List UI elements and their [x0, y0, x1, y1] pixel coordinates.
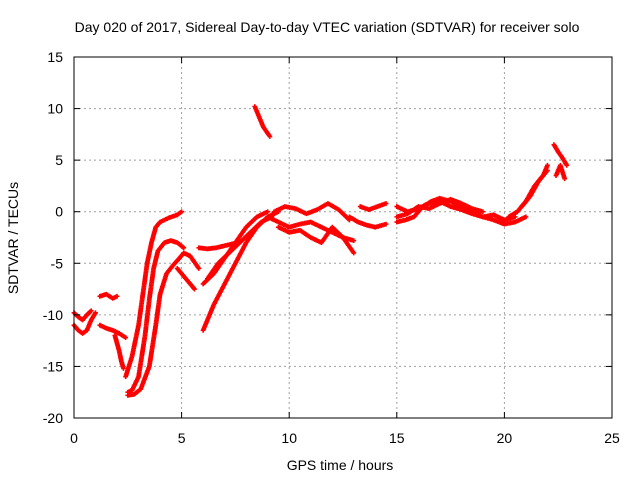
y-axis-label: SDTVAR / TECUs [5, 182, 21, 294]
series-arc-25 [551, 142, 570, 168]
series-arc-8 [125, 250, 202, 398]
data-point [351, 238, 357, 243]
grid-lines [74, 57, 612, 418]
y-tick-label: 5 [55, 152, 63, 168]
x-tick-labels: 0 5 10 15 20 25 [70, 430, 620, 446]
x-tick-label: 10 [281, 430, 297, 446]
x-tick-label: 0 [70, 430, 78, 446]
x-tick-label: 25 [604, 430, 620, 446]
series-arc-14 [252, 104, 273, 139]
series-arc-6 [123, 209, 184, 380]
series-arc-13 [205, 214, 275, 282]
series-arc-26 [553, 162, 568, 182]
series-arc-7 [125, 238, 187, 395]
data-point [121, 366, 126, 371]
chart-title: Day 020 of 2017, Sidereal Day-to-day VTE… [75, 19, 580, 35]
data-point [88, 308, 94, 314]
series-arc-5 [112, 333, 126, 371]
data-point [123, 335, 129, 340]
data-point [383, 201, 389, 206]
y-tick-label: -10 [43, 307, 63, 323]
y-tick-label: 0 [55, 204, 63, 220]
y-tick-label: -15 [43, 358, 63, 374]
series-arc-2 [71, 308, 94, 323]
data-point [267, 134, 273, 139]
data-point [179, 209, 184, 215]
data-point [351, 250, 357, 256]
data-point [562, 176, 568, 182]
series-arc-23 [506, 162, 550, 220]
data-point [480, 209, 486, 215]
series-arc-3 [97, 291, 120, 301]
data-point [114, 293, 120, 299]
data-point [545, 162, 550, 168]
x-axis-label: GPS time / hours [287, 457, 394, 473]
y-tick-label: -20 [43, 410, 63, 426]
series-arc-19 [357, 201, 389, 213]
series-arc-16 [271, 201, 352, 223]
plot-frame [73, 56, 613, 419]
y-tick-label: 15 [47, 49, 63, 65]
series-arc-18 [347, 214, 389, 230]
data-point [564, 162, 570, 168]
data-point [545, 168, 550, 173]
x-tick-label: 15 [389, 430, 405, 446]
data-point [196, 266, 202, 271]
data-point [265, 209, 271, 215]
data-point [93, 310, 98, 316]
data-point [383, 221, 389, 227]
y-tick-label: -5 [51, 255, 64, 271]
data-point [181, 245, 187, 251]
series-arc-9 [174, 266, 197, 292]
y-tick-label: 10 [47, 101, 63, 117]
x-tick-label: 20 [497, 430, 513, 446]
series-arc-22 [394, 196, 486, 220]
data-point [523, 214, 529, 220]
data-point [192, 286, 197, 292]
series-arc-24 [519, 168, 550, 209]
y-tick-labels: -20 -15 -10 -5 0 5 10 15 [43, 49, 63, 426]
series-arc-17 [276, 224, 357, 256]
x-tick-label: 5 [178, 430, 186, 446]
series-arc-4 [97, 322, 129, 340]
data-points [71, 104, 570, 398]
axis-ticks [73, 56, 613, 419]
